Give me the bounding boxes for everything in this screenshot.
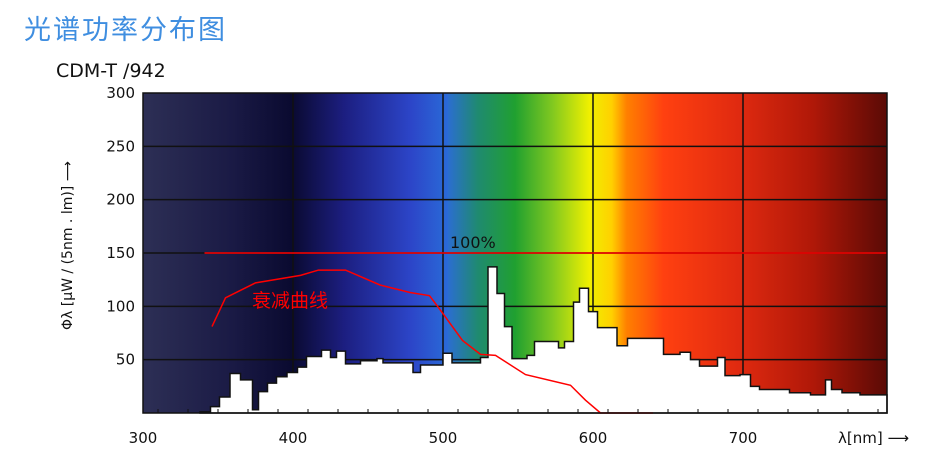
chart-title: 光谱功率分布图	[24, 15, 227, 46]
chart-subtitle: CDM-T /942	[56, 60, 166, 82]
x-tick-label: 500	[429, 429, 458, 447]
x-tick-label: 300	[129, 429, 158, 447]
x-tick-label: 400	[279, 429, 308, 447]
x-tick-label: 700	[729, 429, 758, 447]
label-decay-curve: 衰减曲线	[252, 290, 328, 312]
y-tick-label: 50	[116, 351, 135, 369]
decay-curve	[211, 269, 653, 414]
y-tick-label: 300	[106, 84, 135, 102]
label-100: 100%	[450, 233, 496, 252]
x-axis-label: λ[nm] ⟶	[838, 429, 909, 447]
y-axis-label: Φλ [μW / (5nm . lm)] ⟶	[60, 161, 76, 330]
y-tick-label: 150	[106, 244, 135, 262]
x-tick-label: 600	[579, 429, 608, 447]
y-tick-label: 200	[106, 191, 135, 209]
y-tick-label: 250	[106, 137, 135, 155]
plot-frame	[142, 92, 888, 414]
spectrum-area	[199, 266, 888, 414]
y-tick-label: 100	[106, 297, 135, 315]
